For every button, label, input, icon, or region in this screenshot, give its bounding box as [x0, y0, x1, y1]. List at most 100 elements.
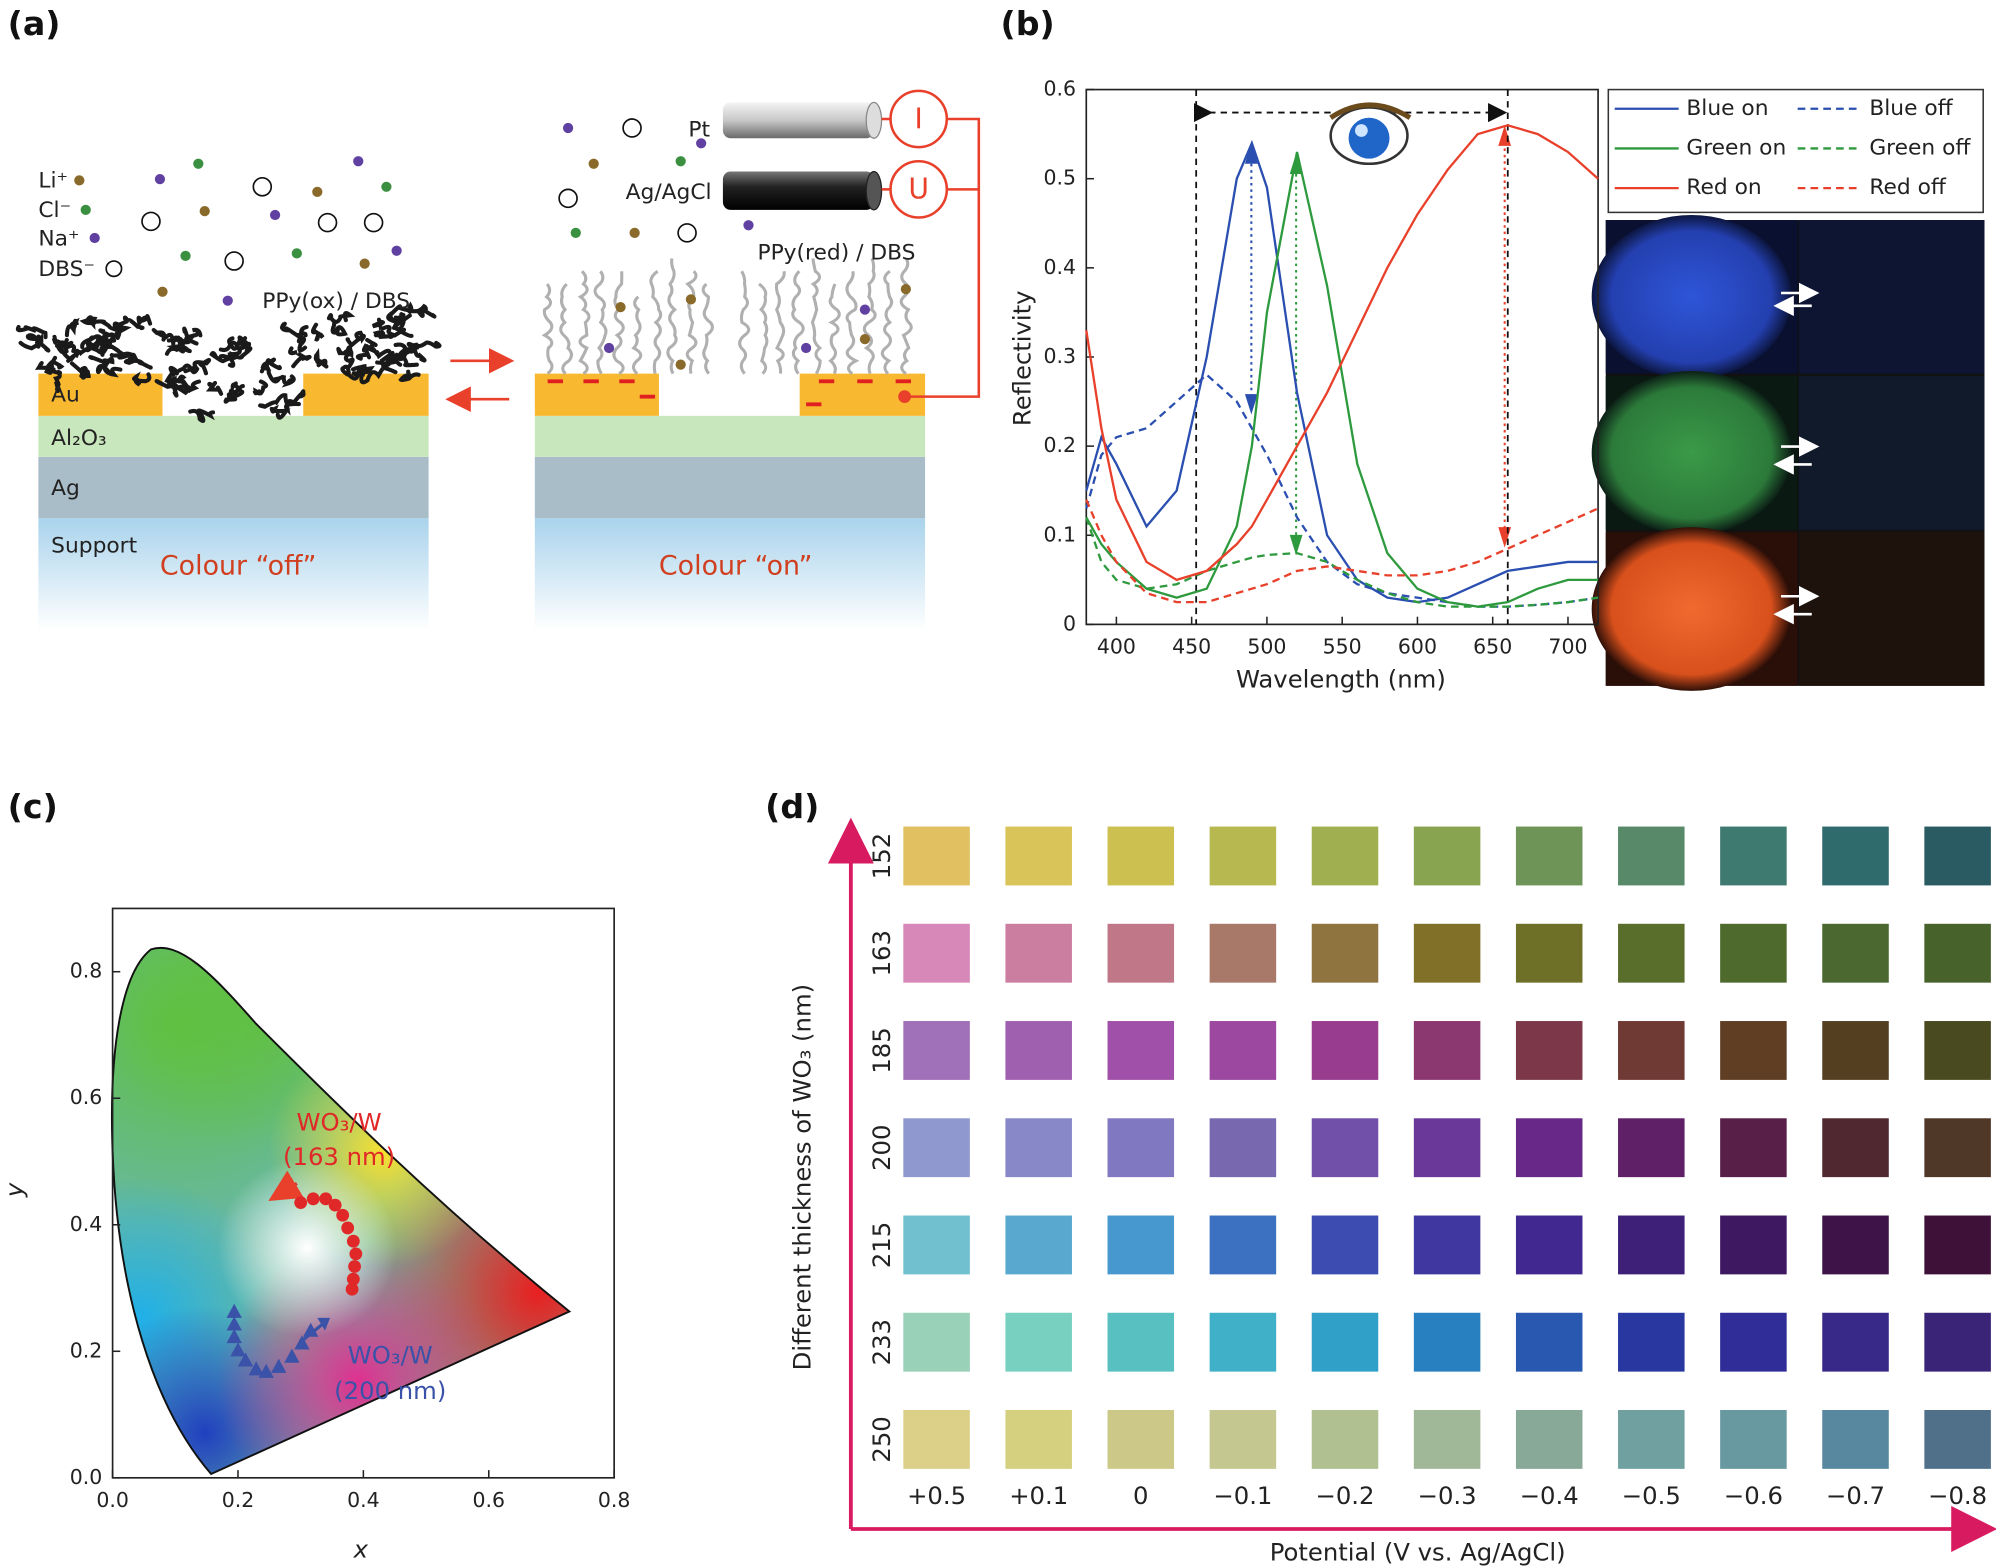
x-axis-label: Wavelength (nm): [1236, 665, 1446, 694]
point: [248, 1361, 264, 1376]
point: [226, 1303, 242, 1318]
color-swatch: [1311, 1312, 1379, 1372]
polymer-chain: [380, 324, 414, 339]
polymer-chain: [79, 368, 91, 379]
color-swatch: [1107, 1410, 1175, 1469]
color-swatch: [1720, 1118, 1787, 1178]
legend-label: Green on: [1686, 135, 1786, 160]
color-swatch: [1311, 1215, 1379, 1275]
color-swatch: [1311, 1118, 1379, 1178]
ion-label: DBS⁻: [38, 257, 95, 282]
x-tick-label: 400: [1097, 634, 1136, 658]
color-swatch: [1413, 1312, 1481, 1372]
photo-spot: [1591, 214, 1792, 379]
x-axis-label: Potential (V vs. Ag/AgCl): [1270, 1537, 1566, 1566]
polymer-reduced: [541, 257, 913, 375]
ion-label: Na⁺: [38, 226, 79, 251]
electrode-label: Pt: [688, 118, 710, 143]
series-line: [1085, 139, 1599, 604]
point: [284, 1348, 300, 1363]
color-swatch: [1005, 1312, 1072, 1372]
plots: 400 450 500 550 600 650 700 0 0.1 0.2 0.3 0.4 0.5 0.6…: [0, 77, 1991, 1566]
column-label: −0.7: [1826, 1481, 1885, 1510]
color-swatch: [1311, 826, 1379, 886]
color-swatch: [1924, 1312, 1991, 1372]
color-swatch: [1924, 1410, 1991, 1469]
point: [303, 1322, 319, 1337]
color-swatch: [903, 923, 970, 983]
arrow: [268, 1170, 304, 1201]
layer-label: Support: [51, 533, 137, 558]
polymer-chain: [701, 282, 714, 375]
x-tick-label: 0.2: [222, 1488, 255, 1512]
series-line: [1085, 373, 1599, 608]
color-swatch: [1107, 1312, 1175, 1372]
polymer-chain: [343, 348, 355, 369]
polymer-chain: [260, 357, 281, 384]
color-swatch: [1107, 1021, 1175, 1080]
color-swatch: [1720, 1215, 1787, 1275]
photo-spot: [1591, 371, 1792, 535]
point: [230, 1342, 246, 1357]
color-swatch: [903, 1021, 970, 1080]
color-swatch: [1413, 923, 1481, 983]
polymer-chain: [88, 354, 112, 375]
electrode-label: Ag/AgCl: [626, 180, 712, 205]
color-swatch: [1209, 1215, 1277, 1275]
column-label: −0.3: [1418, 1481, 1477, 1510]
circuit: [881, 89, 981, 398]
row-label: 163: [867, 930, 896, 976]
polymer-chain: [296, 324, 309, 353]
polymer-chain: [166, 326, 192, 345]
panel-label: (c): [8, 787, 58, 826]
polymer-chain: [284, 389, 306, 416]
color-swatch: [1209, 1021, 1277, 1080]
color-swatch: [1822, 1021, 1889, 1080]
x-tick-label: 450: [1172, 634, 1211, 658]
column-label: −0.5: [1622, 1481, 1681, 1510]
polymer-chain: [371, 317, 386, 332]
polymer-chain: [577, 270, 591, 375]
polymer-label: PPy(red) / DBS: [757, 240, 915, 265]
color-swatch: [1618, 1118, 1685, 1178]
polymer-chain: [164, 369, 187, 390]
color-swatch: [1005, 1215, 1072, 1275]
polymer-chain: [132, 371, 152, 387]
polymer-chain: [414, 303, 437, 319]
color-swatch: [1822, 1215, 1889, 1275]
color-swatch: [1005, 1410, 1072, 1469]
y-tick-label: 0: [1063, 611, 1076, 635]
polymer-chain: [372, 330, 395, 340]
color-swatch: [1720, 1312, 1787, 1372]
color-swatch: [1107, 826, 1175, 886]
color-swatch: [1924, 1021, 1991, 1080]
polymer-chain: [51, 334, 74, 350]
x-tick-label: 500: [1247, 634, 1286, 658]
color-swatch: [1618, 1312, 1685, 1372]
y-tick-label: 0.0: [70, 1465, 103, 1489]
polymer-chain: [593, 270, 608, 375]
polymer-chain: [45, 355, 65, 370]
color-swatch: [1005, 923, 1072, 983]
color-swatch: [1822, 1118, 1889, 1178]
color-swatch: [1413, 1118, 1481, 1178]
polymer-chain: [226, 381, 245, 402]
color-swatch: [1515, 1215, 1583, 1275]
polymer-chain: [288, 346, 312, 369]
polymer-chain: [758, 282, 769, 375]
polymer-chain: [631, 295, 643, 375]
chromaticity-gamut: [111, 947, 570, 1474]
color-swatch: [1822, 1312, 1889, 1372]
polymer-chain: [93, 341, 109, 355]
photo: [1798, 220, 1985, 374]
legend-label: Blue off: [1869, 96, 1953, 121]
polymer-chain: [15, 324, 48, 340]
column-label: 0: [1133, 1481, 1148, 1510]
polymer-chain: [612, 271, 625, 375]
agagcl-electrode: [722, 171, 874, 210]
point: [341, 1221, 355, 1235]
meter-label: I: [915, 102, 923, 135]
polymer-chain: [398, 369, 421, 383]
color-swatch: [1822, 1410, 1889, 1469]
color-swatch: [1209, 1312, 1277, 1372]
